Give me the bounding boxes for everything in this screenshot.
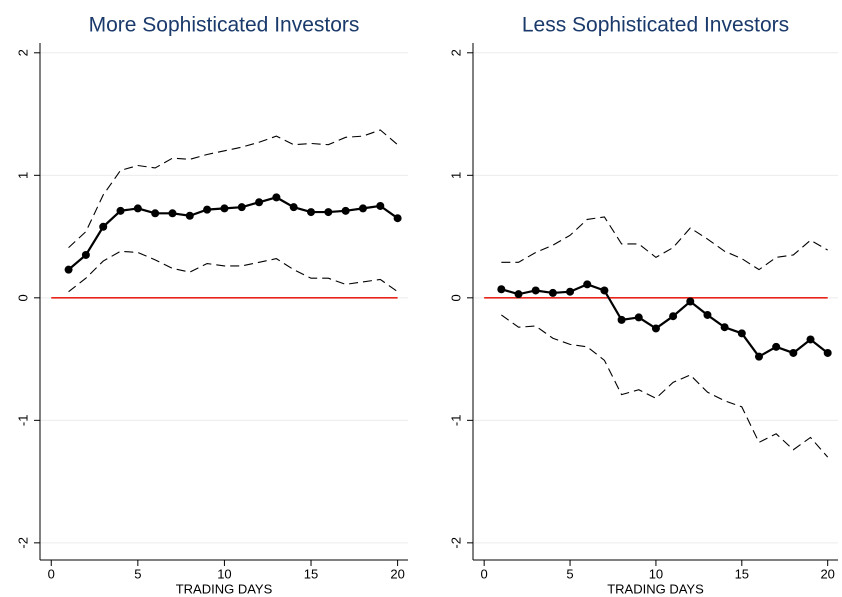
point [548,288,557,297]
x-tick-label: 15 [735,566,749,581]
x-tick-label: 5 [134,566,141,581]
chart-title: Less Sophisticated Investors [522,14,789,37]
point [806,335,815,344]
point [81,250,90,259]
x-axis-label: TRADING DAYS [176,581,273,596]
point [703,310,712,319]
point [220,204,229,213]
point [168,209,177,218]
y-tick-label: -2 [448,537,463,549]
point [64,265,73,274]
x-tick-label: 10 [649,566,663,581]
point [99,222,108,231]
point [823,348,832,357]
point [255,198,264,207]
point [133,204,142,213]
point [393,214,402,223]
point [737,329,746,338]
y-tick-label: -1 [448,415,463,427]
y-tick-label: -2 [15,537,30,549]
point [720,323,729,332]
point [789,348,798,357]
point [203,205,212,214]
x-tick-label: 15 [304,566,318,581]
confidence-line [501,216,828,271]
x-axis-label: TRADING DAYS [607,581,704,596]
point [341,206,350,215]
point [358,204,367,213]
point [272,193,281,202]
point [754,352,763,361]
point [566,287,575,296]
point [583,280,592,289]
x-tick-label: 10 [217,566,231,581]
point [324,208,333,217]
point [116,206,125,215]
confidence-line [68,129,398,248]
y-tick-label: 2 [15,49,30,56]
confidence-line [68,250,398,293]
y-tick-label: -1 [15,415,30,427]
confidence-line [501,314,829,458]
x-tick-label: 0 [48,566,55,581]
point [669,312,678,321]
point [151,209,160,218]
point [376,201,385,210]
y-tick-label: 0 [448,294,463,301]
y-tick-label: 1 [448,172,463,179]
x-tick-label: 5 [566,566,573,581]
point [289,203,298,212]
y-tick-label: 0 [15,294,30,301]
point [497,285,506,294]
point [600,286,609,295]
x-tick-label: 20 [390,566,404,581]
y-tick-label: 1 [15,172,30,179]
point [772,342,781,351]
point [185,211,194,220]
y-tick-label: 2 [448,49,463,56]
point [686,297,695,306]
chart-title: More Sophisticated Investors [89,14,360,37]
point [531,286,540,295]
point [307,208,316,217]
point [237,203,246,212]
point [651,324,660,333]
x-tick-label: 0 [481,566,488,581]
x-tick-label: 20 [820,566,834,581]
point [617,315,626,324]
point [634,313,643,322]
point [514,290,523,299]
